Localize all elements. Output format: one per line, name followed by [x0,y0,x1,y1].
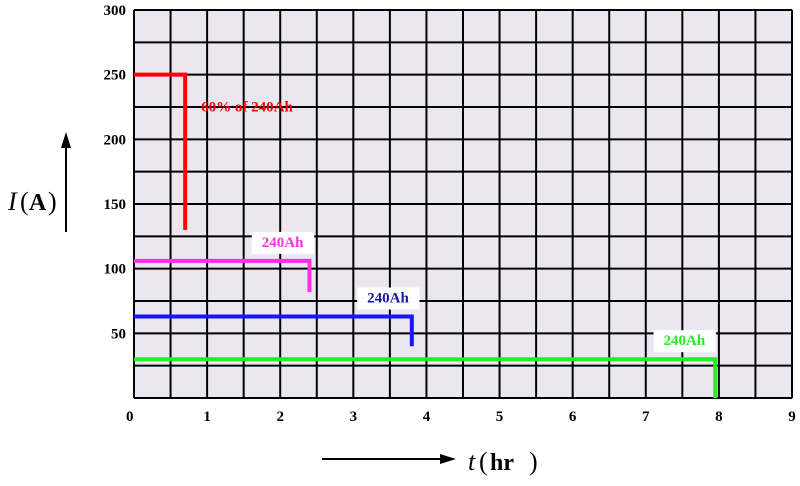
x-tick-label: 8 [715,409,723,425]
series-label-4: 240Ah [653,330,716,353]
series-label-1: 60% of 240Ah [201,100,293,116]
x-tick-label: 5 [496,409,504,425]
x-tick-label: 1 [203,409,211,425]
x-tick-label: 9 [788,409,796,425]
y-axis-close-paren: ) [48,187,57,216]
series-line-3 [134,314,414,347]
y-axis-arrow-icon [61,132,71,232]
y-tick-labels: 50 100 150 200 250 300 [104,3,127,342]
series-group [134,72,718,398]
series-label-text: 240Ah [367,291,409,307]
x-axis-arrow-icon [322,454,456,464]
x-axis-unit: hr [490,450,514,476]
x-tick-label: 0 [126,409,134,425]
y-tick-label: 300 [104,3,127,19]
x-tick-label: 3 [350,409,358,425]
x-tick-label: 4 [423,409,431,425]
x-axis-open-paren: ( [479,447,488,476]
y-tick-label: 50 [111,326,126,342]
series-label-background [357,287,420,310]
x-tick-label: 6 [569,409,577,425]
y-axis-open-paren: ( [20,187,29,216]
y-tick-label: 200 [104,132,127,148]
x-tick-label: 7 [642,409,650,425]
series-label-text: 240Ah [262,235,304,251]
x-tick-labels: 0 1 2 3 4 5 6 7 8 9 [126,409,796,425]
x-axis-symbol: t [468,447,476,476]
y-axis-unit: A [29,190,47,216]
series-label-3: 240Ah [357,287,420,310]
series-label-background [251,231,315,254]
series-line-4 [134,357,718,398]
x-axis-close-paren: ) [529,447,538,476]
y-tick-label: 150 [104,197,127,213]
y-tick-label: 100 [104,262,127,278]
x-tick-label: 2 [276,409,284,425]
series-label-background [653,330,716,353]
y-tick-label: 250 [104,68,127,84]
series-line-2 [134,258,312,292]
series-label-text: 60% of 240Ah [201,100,293,116]
y-axis-title: I ( A ) [7,187,57,216]
series-label-2: 240Ah [251,231,315,254]
series-labels: 60% of 240Ah 240Ah 240Ah 240Ah [201,100,716,353]
x-axis-title: t ( hr ) [468,447,538,476]
y-axis-symbol: I [7,187,18,216]
series-label-text: 240Ah [664,333,706,349]
grid [133,9,793,399]
series-line-1 [134,72,188,230]
